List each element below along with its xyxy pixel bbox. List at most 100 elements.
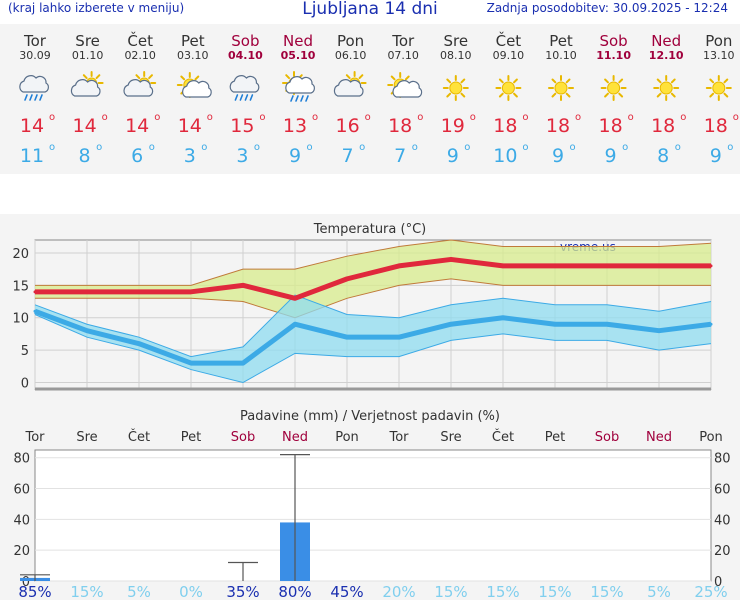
day-name: Pon	[337, 32, 364, 50]
min-temperature: 11	[20, 145, 44, 167]
degree-sign: o	[522, 142, 528, 153]
degree-sign: o	[154, 112, 160, 123]
day-date: 11.10	[596, 49, 631, 62]
degree-sign: o	[622, 142, 628, 153]
degree-sign: o	[102, 112, 108, 123]
y-tick-label-left: 0	[22, 575, 30, 590]
day-date: 10.10	[545, 49, 577, 62]
degree-sign: o	[675, 142, 681, 153]
max-temperature-point	[657, 264, 661, 268]
degree-sign: o	[470, 112, 476, 123]
min-temperature-point	[605, 322, 609, 326]
day-name: Sre	[444, 32, 469, 50]
y-tick-label-left: 40	[13, 513, 30, 528]
day-name: Tor	[391, 32, 415, 50]
sun-ray	[656, 78, 662, 84]
day-name: Sob	[231, 32, 259, 50]
max-temperature-point	[137, 290, 141, 294]
category-label: Ned	[282, 430, 308, 445]
sun-icon	[495, 75, 522, 101]
max-temperature-point	[449, 257, 453, 261]
max-temperature-point	[189, 290, 193, 294]
rain-drop	[300, 95, 304, 102]
max-temperature-range-lower-edge	[35, 278, 711, 319]
sun-ray	[709, 92, 715, 98]
min-temperature: 9	[605, 145, 617, 167]
sun-ray	[498, 92, 504, 98]
degree-sign: o	[464, 142, 470, 153]
page-title: Ljubljana 14 dni	[302, 0, 438, 19]
min-temperature: 3	[184, 145, 196, 167]
sun-ray	[723, 78, 729, 84]
sun-disc	[607, 81, 621, 95]
sun-ray	[723, 92, 729, 98]
sun-ray	[565, 78, 571, 84]
sun-icon	[548, 75, 574, 101]
sun-icon	[442, 75, 469, 101]
sun-disc	[659, 81, 673, 95]
temperature-chart-title: Temperatura (°C)	[313, 222, 426, 237]
degree-sign: o	[312, 112, 318, 123]
day-name: Pet	[549, 32, 573, 50]
max-temperature: 14	[178, 115, 202, 137]
sun-icon	[600, 75, 627, 101]
sun-disc	[554, 81, 568, 95]
y-tick-label: 15	[12, 279, 29, 294]
min-temperature-range-upper-edge	[34, 294, 712, 358]
spacer	[0, 174, 740, 214]
max-temperature-point	[709, 264, 713, 268]
day-date: 05.10	[281, 49, 316, 62]
degree-sign: o	[201, 142, 207, 153]
day-name: Čet	[496, 31, 522, 50]
rain-drop	[34, 94, 38, 101]
degree-sign: o	[417, 112, 423, 123]
day-name: Sre	[75, 32, 100, 50]
sun-ray	[135, 74, 141, 80]
rain-drop	[295, 95, 299, 102]
max-temperature: 14	[20, 115, 44, 137]
degree-sign: o	[365, 112, 371, 123]
location-menu-hint[interactable]: (kraj lahko izberete v meniju)	[8, 1, 185, 15]
precipitation-probability-label: 0%	[179, 583, 203, 600]
category-label: Sob	[595, 430, 619, 445]
day-name: Pon	[705, 32, 732, 50]
sun-ray	[513, 92, 518, 98]
min-temperature: 9	[552, 145, 564, 167]
max-temperature: 14	[73, 115, 97, 137]
mostly-sunny-icon	[387, 72, 423, 98]
sun-shower-icon	[282, 71, 315, 102]
degree-sign: o	[49, 112, 55, 123]
min-temperature: 6	[131, 145, 143, 167]
cloud-shape	[229, 75, 260, 93]
rain-drop	[290, 95, 294, 102]
partly-cloudy-icon	[70, 71, 104, 97]
rain-drop	[244, 94, 249, 101]
min-temperature: 9	[710, 145, 722, 167]
sun-ray	[565, 92, 571, 98]
sun-ray	[460, 78, 466, 84]
sun-ray	[404, 75, 410, 81]
max-temperature-point	[293, 296, 297, 300]
min-temperature: 9	[447, 145, 459, 167]
sun-ray	[513, 78, 518, 84]
precipitation-probability-label: 15%	[590, 583, 623, 600]
max-temperature: 15	[230, 115, 254, 137]
precipitation-probability-label: 15%	[538, 583, 571, 600]
max-temperature: 18	[599, 115, 623, 137]
min-temperature-point	[501, 316, 505, 320]
sun-ray	[390, 75, 396, 81]
min-temperature-point	[137, 342, 141, 346]
sun-icon	[705, 75, 732, 101]
rain-drop	[305, 95, 309, 102]
degree-sign: o	[575, 112, 581, 123]
min-temperature-point	[33, 309, 37, 313]
category-label: Pet	[545, 430, 565, 445]
max-temperature-point	[605, 264, 609, 268]
min-temperature: 7	[394, 145, 406, 167]
